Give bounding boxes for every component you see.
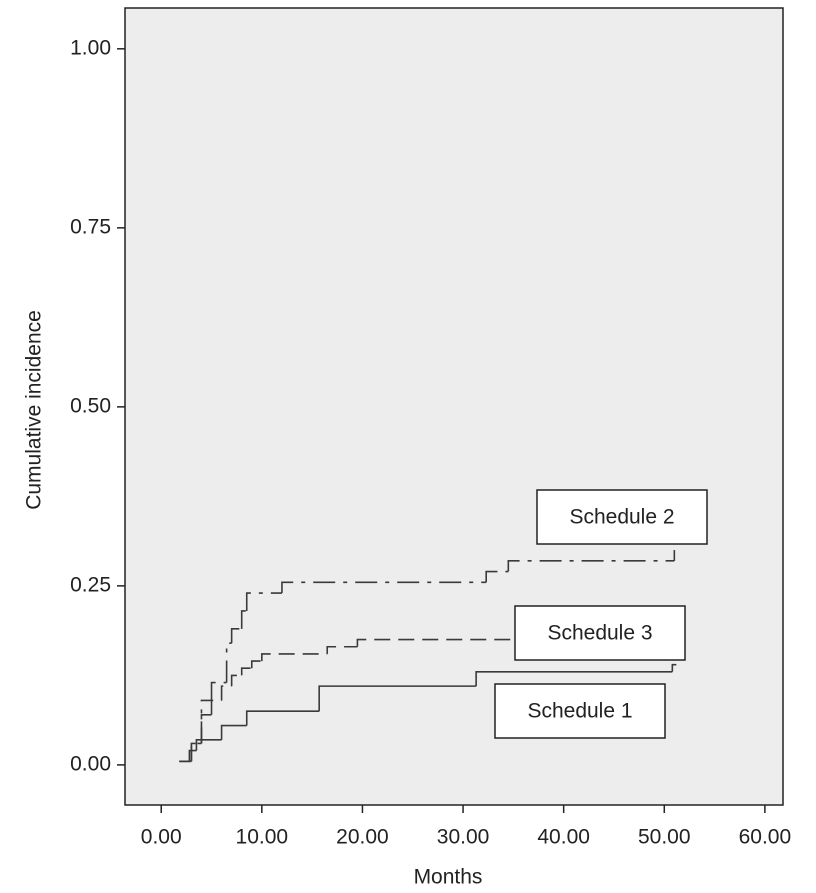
step-segment <box>261 653 328 662</box>
step-segment <box>188 749 197 762</box>
series-label-box <box>514 605 686 661</box>
x-tick-label: 20.00 <box>336 826 389 849</box>
y-tick-label: 0.00 <box>70 752 111 775</box>
step-segment <box>230 628 242 644</box>
step-segment <box>230 674 242 687</box>
x-tick-label: 50.00 <box>638 826 691 849</box>
series-label-box <box>494 683 666 739</box>
y-tick-label: 0.50 <box>70 394 111 417</box>
step-segment <box>671 663 677 672</box>
series-label: Schedule 3 <box>547 622 652 645</box>
step-segment <box>326 645 358 654</box>
series-label: Schedule 1 <box>527 700 632 723</box>
y-tick-label: 0.75 <box>70 215 111 238</box>
x-axis-title: Months <box>414 866 483 889</box>
step-segment <box>220 724 247 740</box>
series-label: Schedule 2 <box>569 506 674 529</box>
step-segment <box>195 739 222 751</box>
plot-area <box>124 7 784 806</box>
step-segment <box>245 592 282 611</box>
y-tick-label: 0.25 <box>70 573 111 596</box>
step-segment <box>318 685 477 712</box>
step-segment <box>220 685 232 701</box>
x-tick-label: 30.00 <box>437 826 490 849</box>
step-segment <box>225 642 232 683</box>
step-segment <box>210 681 227 701</box>
step-segment <box>240 667 252 676</box>
step-segment <box>210 699 222 715</box>
x-tick-label: 60.00 <box>739 826 792 849</box>
x-tick-label: 10.00 <box>236 826 289 849</box>
step-segment <box>190 742 202 762</box>
step-segment <box>507 560 675 572</box>
step-segment <box>475 671 673 687</box>
x-tick-label: 40.00 <box>537 826 590 849</box>
y-axis-title: Cumulative incidence <box>23 310 46 510</box>
y-tick-label: 1.00 <box>70 36 111 59</box>
step-segment <box>250 660 262 669</box>
series-label-box <box>536 489 708 545</box>
step-segment <box>200 713 212 744</box>
x-tick-label: 0.00 <box>141 826 182 849</box>
step-segment <box>240 610 247 629</box>
step-segment <box>485 570 509 583</box>
step-segment <box>245 710 320 726</box>
step-segment <box>281 581 487 594</box>
